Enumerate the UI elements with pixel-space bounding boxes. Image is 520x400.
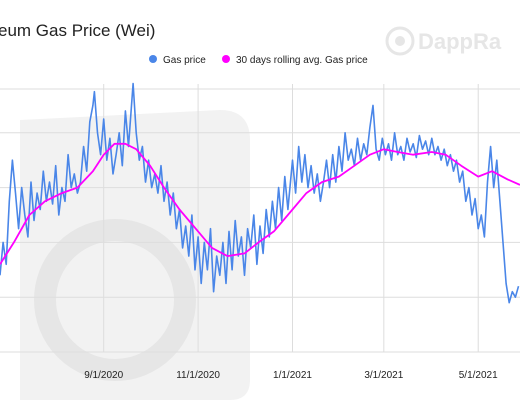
chart-title: eum Gas Price (Wei) bbox=[0, 21, 155, 40]
x-axis: 9/1/2020 11/1/2020 1/1/2021 3/1/2021 5/1/202… bbox=[84, 370, 498, 381]
legend-swatch bbox=[149, 55, 157, 63]
legend: Gas price 30 days rolling avg. Gas price bbox=[149, 55, 368, 66]
watermark-text: DappRa bbox=[418, 29, 502, 54]
gas-price-line bbox=[0, 82, 520, 304]
x-tick-label: 5/1/2021 bbox=[459, 370, 498, 381]
legend-swatch bbox=[222, 55, 230, 63]
legend-item-rolling-avg: 30 days rolling avg. Gas price bbox=[222, 55, 368, 66]
rolling-avg-line bbox=[0, 142, 520, 265]
legend-label: Gas price bbox=[163, 55, 206, 66]
watermark: DappRa bbox=[20, 26, 502, 400]
dappradar-logo-icon bbox=[20, 26, 415, 400]
series-layer bbox=[0, 82, 520, 304]
x-tick-label: 3/1/2021 bbox=[364, 370, 403, 381]
legend-label: 30 days rolling avg. Gas price bbox=[236, 55, 368, 66]
legend-item-gas-price: Gas price bbox=[149, 55, 206, 66]
grid bbox=[0, 84, 520, 353]
x-tick-label: 9/1/2020 bbox=[84, 370, 123, 381]
x-tick-label: 11/1/2020 bbox=[176, 370, 220, 381]
x-tick-label: 1/1/2021 bbox=[273, 370, 312, 381]
